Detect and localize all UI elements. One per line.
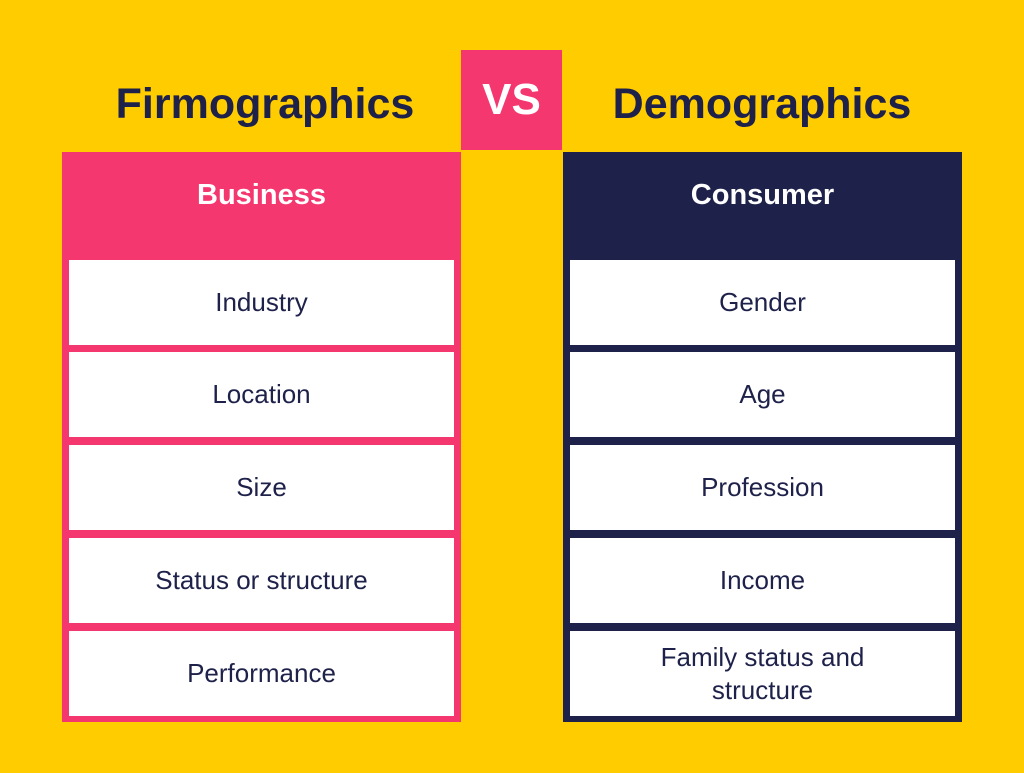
item-row: Industry <box>69 260 454 345</box>
item-label: Age <box>739 379 786 409</box>
left-title: Firmographics <box>115 80 415 128</box>
item-label: Profession <box>701 472 824 502</box>
item-label: Size <box>236 472 287 502</box>
item-label: Location <box>212 379 311 409</box>
item-label: Gender <box>719 287 806 317</box>
item-row: Family status and structure <box>570 631 955 716</box>
left-panel: Business Industry Location Size Status or s… <box>62 152 461 722</box>
item-label: Performance <box>187 658 336 688</box>
item-row: Location <box>69 352 454 437</box>
item-row: Age <box>570 352 955 437</box>
item-row: Gender <box>570 260 955 345</box>
panel-header: Consumer <box>690 178 835 211</box>
item-row: Profession <box>570 445 955 530</box>
item-label: Status or structure <box>155 565 368 595</box>
vs-badge: VS <box>461 50 562 150</box>
item-row: Status or structure <box>69 538 454 623</box>
item-row: Size <box>69 445 454 530</box>
right-title: Demographics <box>612 80 912 128</box>
item-label: Industry <box>215 287 308 317</box>
panel-header: Business <box>197 178 326 211</box>
right-panel: Consumer Gender Age Profession Income Family… <box>563 152 962 722</box>
item-row: Income <box>570 538 955 623</box>
item-row: Performance <box>69 631 454 716</box>
item-label: Family status and structure <box>660 641 865 705</box>
item-label: Income <box>719 565 806 595</box>
